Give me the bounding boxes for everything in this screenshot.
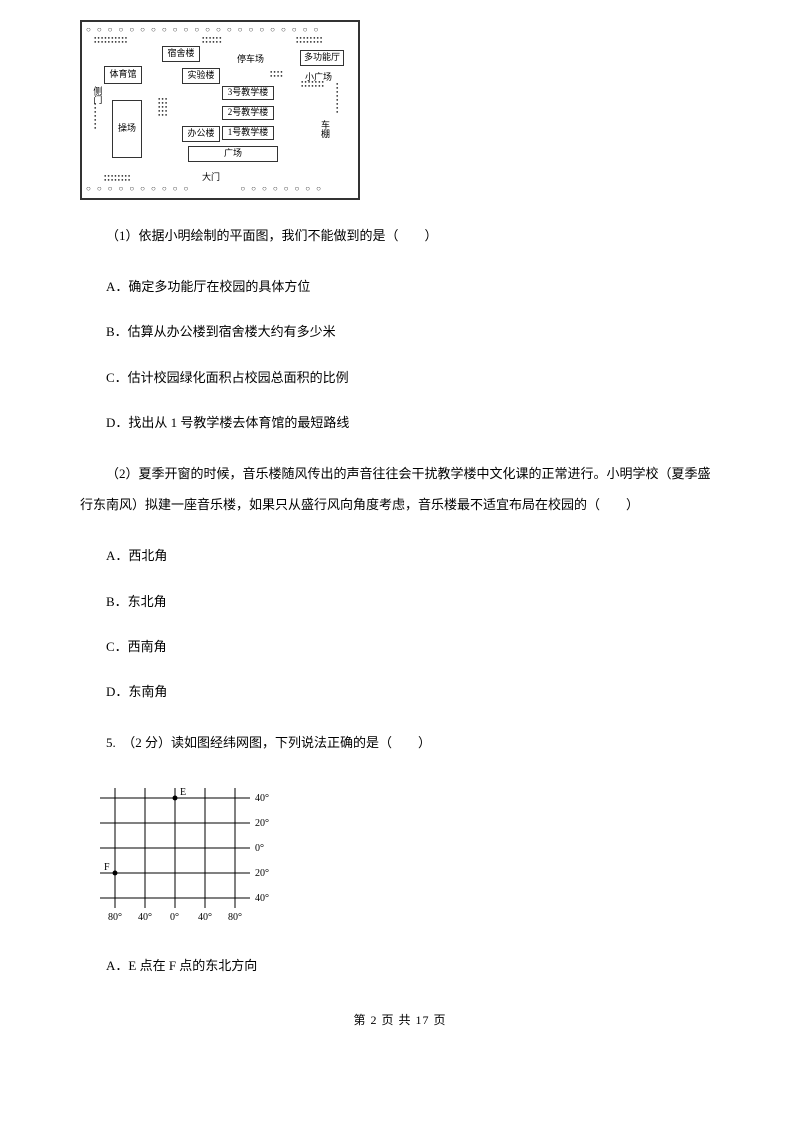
map-building-gym: 体育馆 [104,66,142,84]
point-e-label: E [180,787,186,798]
decorative-dots: ●●●●●●●● [270,70,296,78]
map-building-lab: 实验楼 [182,68,220,84]
map-label-side-gate: 侧门 [90,86,104,104]
map-building-multihall: 多功能厅 [300,50,344,66]
question-2-stem: （2）夏季开窗的时候，音乐楼随风传出的声音往往会干扰教学楼中文化课的正常进行。小… [80,458,720,520]
option-2b: B．东北角 [106,586,720,617]
grid-chart-figure: 40° 20° 0° 20° 40° 80° 40° 0° 40° 80° E … [80,778,290,935]
map-building-2: 2号教学楼 [222,106,274,120]
option-1d: D．找出从 1 号教学楼去体育馆的最短路线 [106,407,720,438]
map-building-square: 广场 [188,146,278,162]
map-label-main-gate: 大门 [202,170,220,184]
decorative-dots: ●●●●●●●●●●●●●●●● [296,36,346,44]
map-building-dormitory: 宿舍楼 [162,46,200,62]
question-1-stem: （1）依据小明绘制的平面图，我们不能做到的是（ ） [80,220,720,251]
campus-map-figure: ○ ○ ○ ○ ○ ○ ○ ○ ○ ○ ○ ○ ○ ○ ○ ○ ○ ○ ○ ○ … [80,20,360,200]
point-marker [173,796,178,801]
map-building-1: 1号教学楼 [222,126,274,140]
page-content: ○ ○ ○ ○ ○ ○ ○ ○ ○ ○ ○ ○ ○ ○ ○ ○ ○ ○ ○ ○ … [0,0,800,1050]
option-2a: A．西北角 [106,540,720,571]
x-label: 80° [108,912,122,923]
x-label: 80° [228,912,242,923]
map-building-office: 办公楼 [182,126,220,142]
x-label: 0° [170,912,179,923]
option-1b: B．估算从办公楼到宿舍楼大约有多少米 [106,316,720,347]
option-1c: C．估计校园绿化面积占校园总面积的比例 [106,362,720,393]
y-label: 40° [255,893,269,904]
y-label: 20° [255,868,269,879]
map-building-playground: 操场 [112,100,142,158]
question-5-stem: 5. （2 分）读如图经纬网图，下列说法正确的是（ ） [80,727,720,758]
coordinate-grid: 40° 20° 0° 20° 40° 80° 40° 0° 40° 80° E … [80,778,290,928]
option-1a: A．确定多功能厅在校园的具体方位 [106,271,720,302]
decorative-dots: ●●●●●●●●●●●● [202,36,242,44]
map-label-small-square: 小广场 [305,70,332,84]
y-label: 0° [255,843,264,854]
option-2c: C．西南角 [106,631,720,662]
decorative-dots: ●●●●●●●●●●●●●●●● [104,174,154,182]
y-label: 20° [255,818,269,829]
map-building-3: 3号教学楼 [222,86,274,100]
y-label: 40° [255,793,269,804]
point-f-label: F [104,862,110,873]
map-label-bike-shed: 车棚 [318,120,332,138]
decorative-dots: ●●●●●●●●●●●●●●● [158,97,176,117]
map-label-parking: 停车场 [237,52,264,66]
decorative-dots: ●●●●●●●●●●●●●●●●●●●● [94,36,154,44]
decorative-dots: ●●●●●●● [94,102,102,172]
x-label: 40° [138,912,152,923]
decorative-dots: ●●●●●●●● [336,82,344,162]
page-footer: 第 2 页 共 17 页 [80,1011,720,1030]
option-5a: A．E 点在 F 点的东北方向 [106,950,720,981]
x-label: 40° [198,912,212,923]
decorative-dots: ○ ○ ○ ○ ○ ○ ○ ○ ○ ○ ○ ○ ○ ○ ○ ○ ○ ○ [86,183,354,196]
point-marker [113,871,118,876]
campus-map: ○ ○ ○ ○ ○ ○ ○ ○ ○ ○ ○ ○ ○ ○ ○ ○ ○ ○ ○ ○ … [80,20,360,200]
option-2d: D．东南角 [106,676,720,707]
